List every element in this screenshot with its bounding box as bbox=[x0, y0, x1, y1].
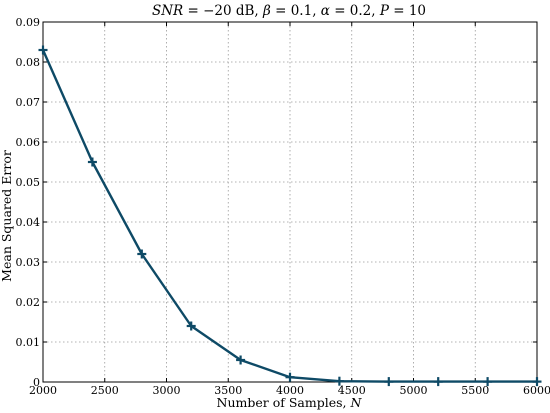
title-part: = 10 bbox=[389, 3, 426, 19]
y-tick-label: 0.01 bbox=[16, 336, 41, 349]
x-axis-label-text: Number of Samples, bbox=[217, 395, 351, 410]
x-tick-label: 4000 bbox=[276, 384, 304, 397]
y-tick-label: 0.09 bbox=[16, 16, 41, 29]
x-tick-label: 6000 bbox=[523, 384, 550, 397]
data-point bbox=[532, 377, 542, 387]
x-tick-label: 3500 bbox=[214, 384, 242, 397]
x-tick-label: 3000 bbox=[153, 384, 181, 397]
x-axis-label-var: N bbox=[350, 395, 363, 410]
data-point bbox=[285, 372, 295, 382]
title-part: α bbox=[321, 3, 330, 19]
title-part: = −20 dB, bbox=[183, 3, 263, 19]
title-part: β bbox=[262, 3, 271, 19]
y-tick-label: 0.08 bbox=[16, 56, 41, 69]
data-point bbox=[433, 377, 443, 387]
y-tick-label: 0.04 bbox=[16, 216, 41, 229]
title-part: = 0.1, bbox=[271, 3, 321, 19]
series-line bbox=[41, 49, 537, 383]
tick-labels: 2000 2500 3000 3500 4000 4500 5000 5500 6000 0 0.0… bbox=[16, 16, 550, 397]
y-tick-label: 0.07 bbox=[16, 96, 41, 109]
y-tick-label: 0.05 bbox=[16, 176, 41, 189]
data-point bbox=[137, 249, 147, 259]
x-tick-label: 4500 bbox=[338, 384, 366, 397]
title-part: SNR bbox=[152, 3, 183, 19]
x-tick-label: 5000 bbox=[400, 384, 428, 397]
y-tick-label: 0.06 bbox=[16, 136, 41, 149]
data-point bbox=[38, 45, 48, 55]
data-point bbox=[384, 377, 394, 387]
grid bbox=[43, 22, 537, 382]
y-tick-label: 0.03 bbox=[16, 256, 41, 269]
x-axis-label: Number of Samples, N bbox=[217, 395, 363, 410]
x-tick-label: 5500 bbox=[461, 384, 489, 397]
series-layer bbox=[38, 45, 542, 387]
data-point bbox=[236, 355, 246, 365]
data-point bbox=[87, 157, 97, 167]
title-part: = 0.2, bbox=[330, 3, 380, 19]
x-tick-label: 2000 bbox=[29, 384, 57, 397]
x-tick-label: 2500 bbox=[91, 384, 119, 397]
data-point bbox=[186, 321, 196, 331]
y-tick-label: 0 bbox=[33, 376, 40, 389]
data-point bbox=[483, 377, 493, 387]
chart-title: SNR = −20 dB, β = 0.1, α = 0.2, P = 10 bbox=[152, 3, 426, 19]
y-axis-label: Mean Squared Error bbox=[0, 150, 14, 282]
y-tick-label: 0.02 bbox=[16, 296, 41, 309]
title-part: P bbox=[379, 3, 390, 19]
data-point bbox=[334, 376, 344, 386]
